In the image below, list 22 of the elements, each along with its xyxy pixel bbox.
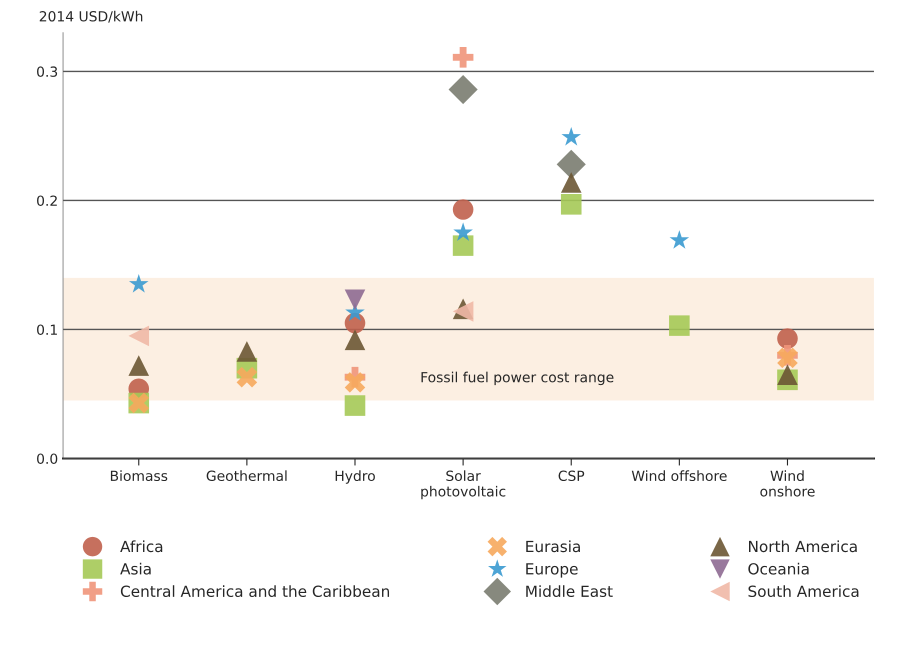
band-label: Fossil fuel power cost range [422, 372, 614, 386]
legend-label: Middle East [526, 585, 613, 598]
y-tick-label: 0.2 [37, 195, 57, 206]
legend-label: North America [749, 540, 857, 552]
legend-label: Asia [120, 562, 151, 575]
y-tick-label: 0.3 [37, 66, 58, 77]
x-tick-label: Hydro [336, 470, 375, 484]
y-tick-label: 0.1 [37, 324, 57, 335]
x-tick-label: Biomass [110, 470, 168, 482]
x-tick-label: Solar photovoltaic [421, 470, 506, 500]
x-tick-label: Wind offshore [632, 470, 727, 482]
legend-label: Africa [120, 540, 162, 552]
y-tick-label: 0.0 [37, 453, 58, 464]
x-tick-label: Geothermal [206, 470, 287, 482]
y-axis-title: 2014 USD/kWh [40, 10, 142, 23]
legend-label: Central America and the Caribbean [120, 585, 390, 598]
legend-label: South America [748, 585, 858, 598]
legend-label: Europe [526, 563, 578, 578]
legend-label: Eurasia [526, 540, 580, 552]
x-tick-label: Wind onshore [760, 470, 815, 497]
legend-label: Oceania [748, 562, 809, 575]
x-tick-label: CSP [558, 470, 584, 482]
